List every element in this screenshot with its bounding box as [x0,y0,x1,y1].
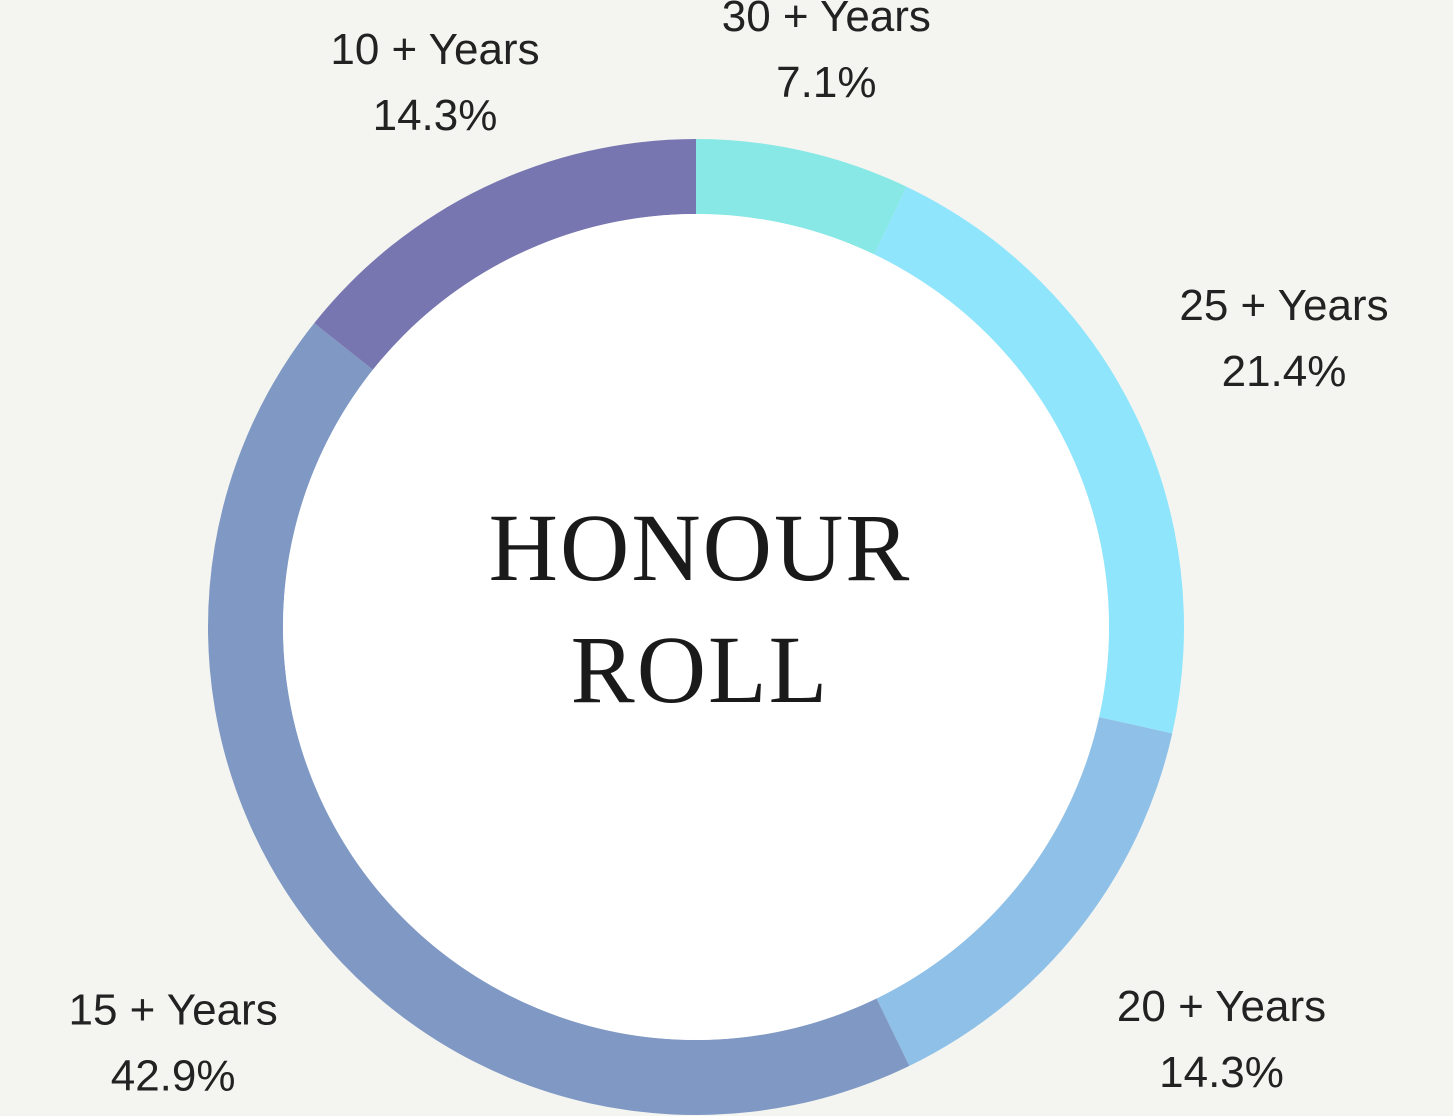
donut-slice [696,139,907,255]
slice-label: 15 + Years [69,986,278,1035]
donut-slice [876,717,1173,1066]
value-label: 14.3% [373,91,498,140]
slice-label: 20 + Years [1117,982,1326,1031]
value-label: 7.1% [776,58,876,107]
slice-label: 25 + Years [1179,281,1388,330]
value-label: 42.9% [111,1052,236,1101]
donut-slice [314,139,696,370]
slice-label: 10 + Years [330,25,539,74]
donut-hole [283,214,1109,1040]
slice-label: 30 + Years [722,0,931,41]
center-text: ROLL [571,616,830,723]
center-text: HONOUR [489,494,912,601]
donut-slice [207,323,910,1115]
donut-slice [874,186,1184,734]
value-label: 21.4% [1222,347,1347,396]
value-label: 14.3% [1159,1048,1284,1097]
